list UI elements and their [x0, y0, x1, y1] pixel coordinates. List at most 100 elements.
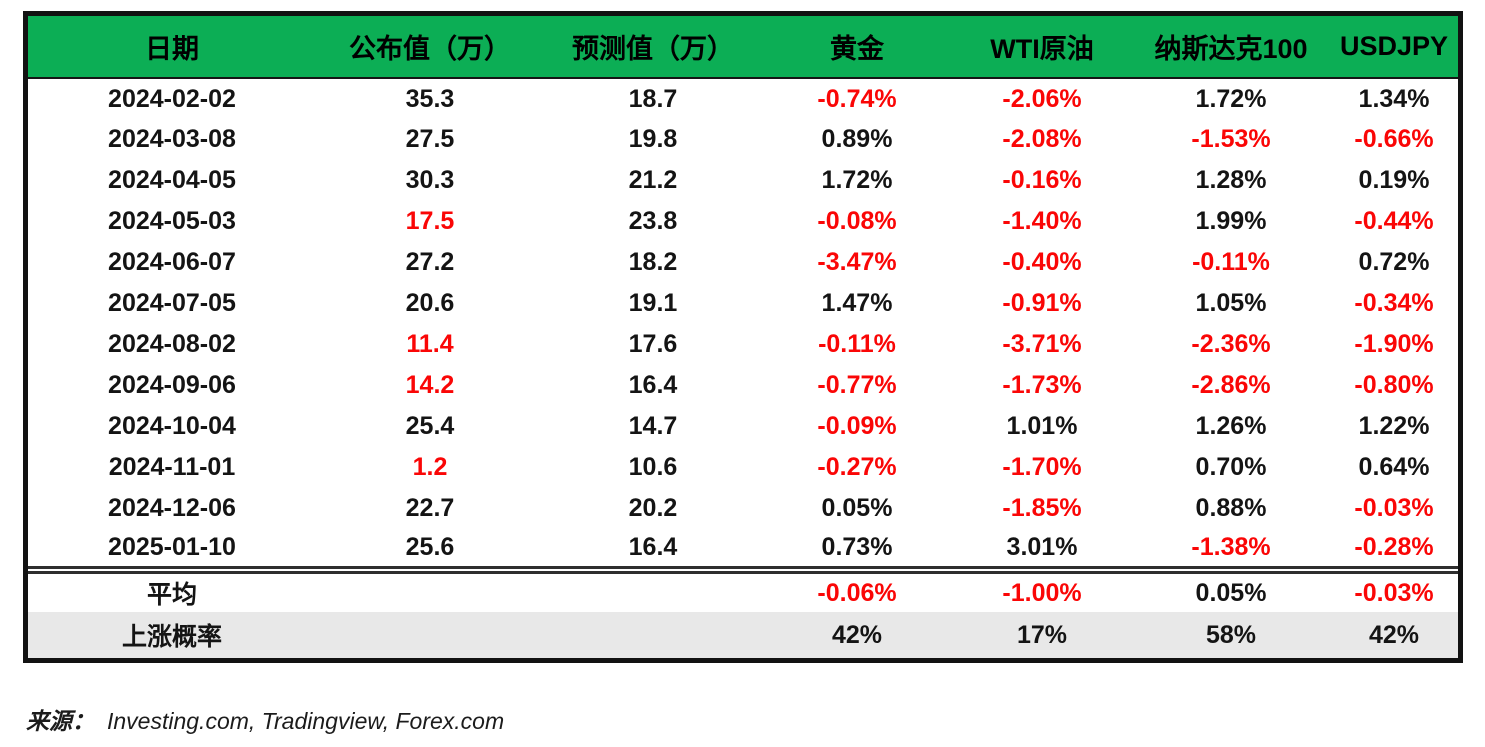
cell-wti: -1.40%	[1002, 207, 1082, 235]
cell-actual: 17.5	[405, 207, 455, 235]
cell-gold: 1.72%	[821, 166, 893, 194]
cell-usdjpy: 42%	[1330, 612, 1458, 658]
cell-usdjpy: -0.03%	[1354, 494, 1434, 522]
col-header-date: 日期	[28, 16, 316, 79]
source-text: Investing.com, Tradingview, Forex.com	[107, 708, 505, 734]
cell-usdjpy: 0.72%	[1358, 248, 1430, 276]
cell-actual: 35.3	[405, 84, 455, 113]
header-row: 日期 公布值（万） 预测值（万） 黄金 WTI原油 纳斯达克100 USDJPY	[28, 16, 1458, 79]
source-note: 来源： Investing.com, Tradingview, Forex.com	[26, 702, 504, 736]
cell-forecast	[544, 612, 762, 658]
cell-forecast: 17.6	[628, 330, 678, 358]
cell-wti: 3.01%	[1006, 533, 1078, 561]
cell-wti: -1.73%	[1002, 371, 1082, 399]
cell-wti: -1.85%	[1002, 494, 1082, 522]
col-header-gold: 黄金	[762, 16, 952, 79]
cell-date: 2024-09-06	[108, 371, 236, 399]
table-row: 2024-03-08 27.5 19.8 0.89% -2.08% -1.53% -0.66…	[28, 119, 1458, 160]
cell-nasdaq100: 0.05%	[1132, 566, 1330, 612]
cell-nasdaq100: 0.88%	[1195, 494, 1267, 522]
table-row: 2024-07-05 20.6 19.1 1.47% -0.91% 1.05% -0.34%	[28, 283, 1458, 324]
cell-gold: 0.73%	[821, 533, 893, 561]
col-header-forecast: 预测值（万）	[544, 16, 762, 79]
cell-gold: -0.77%	[817, 371, 897, 399]
cell-date: 2024-11-01	[108, 453, 236, 481]
cell-nasdaq100: 1.99%	[1195, 207, 1267, 235]
cell-wti: -2.06%	[1002, 84, 1082, 113]
col-header-wti: WTI原油	[952, 16, 1132, 79]
cell-wti: -3.71%	[1002, 330, 1082, 358]
table-row: 2024-05-03 17.5 23.8 -0.08% -1.40% 1.99% -0.44…	[28, 201, 1458, 242]
cell-nasdaq100: 58%	[1132, 612, 1330, 658]
cell-gold: -0.08%	[817, 207, 897, 235]
cell-forecast: 19.1	[628, 289, 678, 317]
cell-forecast: 18.2	[628, 248, 678, 276]
cell-usdjpy: -0.28%	[1354, 533, 1434, 561]
cell-forecast: 10.6	[628, 453, 678, 481]
cell-nasdaq100: 1.72%	[1195, 84, 1267, 113]
cell-date: 2024-07-05	[108, 289, 236, 317]
table-row: 2024-12-06 22.7 20.2 0.05% -1.85% 0.88% -0.03%	[28, 488, 1458, 529]
cell-actual: 14.2	[405, 371, 455, 399]
cell-nasdaq100: 1.05%	[1195, 289, 1267, 317]
cell-gold: -0.09%	[817, 412, 897, 440]
cell-nasdaq100: -1.38%	[1191, 533, 1271, 561]
cell-nasdaq100: 1.28%	[1195, 166, 1267, 194]
table-row: 2024-04-05 30.3 21.2 1.72% -0.16% 1.28% 0.19%	[28, 160, 1458, 201]
cell-usdjpy: 1.34%	[1358, 84, 1430, 113]
cell-date: 2024-06-07	[108, 248, 236, 276]
table-row: 2024-10-04 25.4 14.7 -0.09% 1.01% 1.26% 1.22%	[28, 406, 1458, 447]
cell-date: 2024-04-05	[108, 166, 236, 194]
cell-gold: -0.27%	[817, 453, 897, 481]
table-row: 2024-08-02 11.4 17.6 -0.11% -3.71% -2.36% -1.9…	[28, 324, 1458, 365]
cell-forecast: 21.2	[628, 166, 678, 194]
cell-forecast: 19.8	[628, 125, 678, 153]
cell-wti: 17%	[952, 612, 1132, 658]
cell-wti: -0.40%	[1002, 248, 1082, 276]
cell-gold: -3.47%	[817, 248, 897, 276]
cell-forecast: 18.7	[628, 84, 678, 113]
cell-date: 2024-03-08	[108, 125, 236, 153]
cell-nasdaq100: 0.70%	[1195, 453, 1267, 481]
cell-nasdaq100: -0.11%	[1192, 248, 1270, 276]
cell-usdjpy: -0.44%	[1354, 207, 1434, 235]
cell-actual: 20.6	[405, 289, 455, 317]
table-row: 2024-09-06 14.2 16.4 -0.77% -1.73% -2.86% -0.8…	[28, 365, 1458, 406]
cell-wti: 1.01%	[1006, 412, 1078, 440]
payrolls-reaction-table: 日期 公布值（万） 预测值（万） 黄金 WTI原油 纳斯达克100 USDJPY…	[28, 16, 1458, 658]
cell-nasdaq100: -2.86%	[1191, 371, 1271, 399]
table-body: 2024-02-02 35.3 18.7 -0.74% -2.06% 1.72% 1.34%…	[28, 78, 1458, 658]
cell-nasdaq100: -2.36%	[1191, 330, 1271, 358]
cell-gold: -0.11%	[818, 330, 896, 358]
cell-actual: 25.4	[405, 412, 455, 440]
cell-actual: 30.3	[405, 166, 455, 194]
cell-date: 2024-10-04	[108, 412, 236, 440]
cell-actual: 27.2	[405, 248, 455, 276]
cell-wti: -1.70%	[1002, 453, 1082, 481]
cell-forecast	[544, 566, 762, 612]
cell-date: 2024-12-06	[108, 494, 236, 522]
table-row: 2024-11-01 1.2 10.6 -0.27% -1.70% 0.70% 0.64%	[28, 447, 1458, 488]
col-header-actual: 公布值（万）	[316, 16, 544, 79]
table-row: 2025-01-10 25.6 16.4 0.73% 3.01% -1.38% -0.28%	[28, 529, 1458, 570]
cell-date: 平均	[28, 566, 316, 612]
cell-wti: -2.08%	[1002, 125, 1082, 153]
cell-wti: -1.00%	[952, 566, 1132, 612]
cell-usdjpy: -1.90%	[1354, 330, 1434, 358]
cell-forecast: 16.4	[628, 533, 678, 561]
cell-forecast: 14.7	[628, 412, 678, 440]
table-header: 日期 公布值（万） 预测值（万） 黄金 WTI原油 纳斯达克100 USDJPY	[28, 16, 1458, 79]
cell-actual: 11.4	[406, 330, 454, 358]
cell-gold: 42%	[762, 612, 952, 658]
cell-usdjpy: 0.19%	[1358, 166, 1430, 194]
cell-forecast: 23.8	[628, 207, 678, 235]
payrolls-reaction-table-card: 日期 公布值（万） 预测值（万） 黄金 WTI原油 纳斯达克100 USDJPY…	[23, 11, 1463, 663]
cell-date: 2024-08-02	[108, 330, 236, 358]
cell-gold: 0.05%	[821, 494, 893, 522]
cell-actual: 1.2	[412, 453, 448, 481]
cell-forecast: 20.2	[628, 494, 678, 522]
table-row: 2024-06-07 27.2 18.2 -3.47% -0.40% -0.11% 0.72…	[28, 242, 1458, 283]
cell-actual: 22.7	[405, 494, 455, 522]
cell-date: 上涨概率	[28, 612, 316, 658]
cell-gold: 1.47%	[821, 289, 893, 317]
